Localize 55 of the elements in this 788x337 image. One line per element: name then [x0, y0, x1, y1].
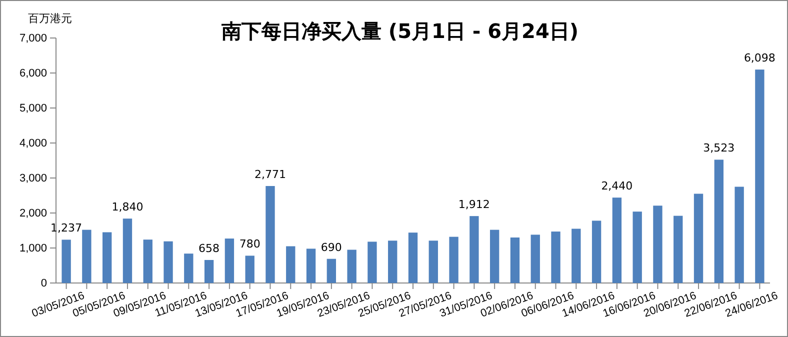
data-label: 3,523: [703, 142, 735, 155]
bar: [694, 194, 704, 283]
y-tick-label: 6,000: [19, 68, 47, 80]
bar: [612, 198, 622, 283]
bar: [204, 260, 214, 283]
bar: [184, 254, 194, 283]
bar: [551, 232, 560, 283]
bar: [306, 248, 316, 283]
y-tick-label: 5,000: [19, 102, 47, 115]
bar: [102, 232, 112, 283]
y-tick-label: 7,000: [19, 32, 47, 45]
bar: [266, 186, 275, 283]
bar: [408, 232, 418, 283]
bar: [122, 218, 132, 283]
data-label: 1,237: [50, 222, 82, 235]
data-label: 2,440: [601, 180, 633, 193]
bar: [143, 240, 152, 283]
bar: [224, 238, 234, 283]
y-axis-title: 百万港元: [28, 12, 72, 25]
bar: [653, 206, 662, 283]
bar: [62, 240, 71, 283]
bar: [572, 228, 581, 283]
y-tick-label: 2,000: [19, 208, 47, 220]
bar: [674, 216, 683, 283]
y-tick-label: 4,000: [19, 138, 47, 150]
bar: [592, 220, 602, 283]
bar: [245, 256, 254, 283]
bar: [530, 234, 540, 283]
bar: [632, 212, 642, 283]
data-label: 1,912: [458, 198, 490, 212]
y-tick-label: 3,000: [19, 172, 47, 185]
data-label: 1,840: [112, 200, 144, 214]
bar: [490, 230, 500, 283]
bar: [347, 250, 356, 283]
bar: [388, 240, 398, 283]
bar: [510, 238, 520, 283]
bar: [326, 258, 336, 283]
bar: [164, 241, 173, 283]
data-label: 690: [320, 240, 342, 254]
bar: [734, 186, 744, 283]
bar: [449, 236, 458, 283]
bar: [286, 246, 296, 283]
y-tick-label: 0: [40, 278, 47, 290]
chart-title: 南下每日净买入量 (5月1日 - 6月24日): [220, 19, 579, 43]
bar: [714, 160, 724, 283]
data-label: 780: [239, 238, 260, 251]
y-tick-label: 1,000: [19, 242, 47, 255]
bar: [470, 216, 479, 283]
bar: [428, 240, 438, 283]
bar: [82, 230, 92, 283]
data-label: 658: [198, 242, 220, 255]
bar: [368, 242, 377, 283]
data-label: 2,771: [254, 168, 286, 182]
bar: [755, 70, 764, 283]
data-label: 6,098: [744, 52, 776, 65]
